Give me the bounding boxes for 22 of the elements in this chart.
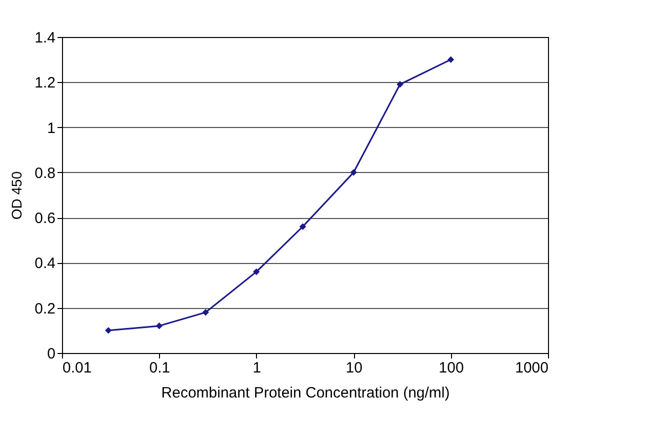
point xyxy=(105,327,112,334)
point xyxy=(202,309,209,316)
x-tick-label: 10 xyxy=(346,360,362,376)
x-tick-label: 100 xyxy=(438,360,464,376)
y-tick-label: 1 xyxy=(47,120,56,137)
y-tick-label: 0.2 xyxy=(34,300,56,318)
y-tick-label: 0.4 xyxy=(34,255,56,272)
y-tick-label: 0 xyxy=(47,346,56,362)
point xyxy=(299,223,306,230)
y-tick-label: 1.2 xyxy=(34,74,56,92)
point xyxy=(350,169,357,176)
x-axis-title: Recombinant Protein Concentration (ng/ml) xyxy=(161,384,450,402)
x-tick-label: 0.01 xyxy=(62,360,92,376)
x-tick-label: 1000 xyxy=(515,360,548,376)
y-tick-label: 0.8 xyxy=(34,164,56,182)
x-tick-label: 1 xyxy=(252,360,262,376)
y-axis-title: OD 450 xyxy=(8,171,25,220)
point xyxy=(253,268,260,276)
point xyxy=(447,56,454,63)
y-tick-label: 1.4 xyxy=(34,30,56,46)
y-tick-label: 0.6 xyxy=(34,210,56,228)
x-tick-label: 0.1 xyxy=(149,360,170,376)
